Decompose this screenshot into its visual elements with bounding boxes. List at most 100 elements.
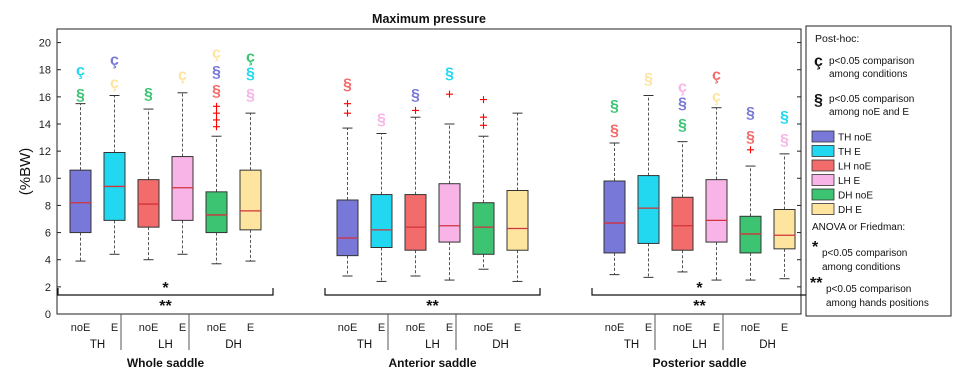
x-group-label: TH bbox=[624, 339, 639, 351]
x-tick-label: noE bbox=[406, 322, 426, 334]
posthoc-mark: ç bbox=[178, 67, 187, 84]
box bbox=[137, 179, 160, 228]
posthoc-mark: § bbox=[246, 65, 255, 82]
box bbox=[671, 196, 694, 251]
significance-single: * bbox=[162, 280, 169, 297]
outlier-mark bbox=[344, 100, 351, 108]
x-tick-label: noE bbox=[139, 322, 159, 334]
x-group-label: TH bbox=[90, 339, 105, 351]
posthoc-mark: ç bbox=[212, 45, 221, 62]
x-tick-label: E bbox=[713, 322, 720, 334]
outlier-mark bbox=[446, 90, 453, 98]
legend-dstar-text-1: p<0.05 comparison bbox=[826, 284, 911, 295]
posthoc-mark: ç bbox=[76, 63, 85, 80]
y-tick-label: 8 bbox=[45, 200, 51, 212]
legend-swatch bbox=[811, 145, 835, 157]
x-tick-label: noE bbox=[673, 322, 693, 334]
x-tick-label: E bbox=[247, 322, 254, 334]
x-group-label: LH bbox=[692, 339, 707, 351]
outlier-mark bbox=[213, 102, 220, 110]
x-group-label: DH bbox=[225, 339, 242, 351]
y-tick-label: 2 bbox=[45, 282, 51, 294]
x-group-label: DH bbox=[759, 339, 776, 351]
posthoc-mark: § bbox=[445, 65, 454, 82]
y-tick-label: 10 bbox=[39, 173, 51, 185]
posthoc-mark: § bbox=[377, 112, 386, 129]
y-tick-label: 4 bbox=[45, 255, 51, 267]
legend-star-text-2: among conditions bbox=[822, 262, 900, 273]
y-tick-label: 16 bbox=[39, 92, 51, 104]
posthoc-mark: ç bbox=[246, 49, 255, 66]
x-tick-label: E bbox=[645, 322, 652, 334]
box bbox=[370, 194, 393, 248]
x-tick-label: noE bbox=[474, 322, 494, 334]
box bbox=[637, 175, 660, 244]
x-group-label: TH bbox=[357, 339, 372, 351]
legend-series-list: TH noE TH E LH noE LH E DH noE DH E bbox=[811, 130, 873, 216]
posthoc-mark: § bbox=[746, 105, 755, 122]
y-axis-label: (%BW) bbox=[17, 148, 34, 196]
significance-bracket bbox=[324, 288, 541, 296]
x-tick-label: E bbox=[378, 322, 385, 334]
y-tick-label: 0 bbox=[45, 309, 51, 321]
significance-bracket bbox=[57, 288, 274, 296]
posthoc-mark: § bbox=[411, 87, 420, 104]
plot-area: Maximum pressure (%BW) 0 2 4 6 8 10 12 14 16 18 20 no… bbox=[17, 12, 808, 370]
posthoc-mark: § bbox=[343, 76, 352, 93]
chart-title: Maximum pressure bbox=[372, 12, 486, 26]
box bbox=[705, 179, 728, 243]
posthoc-mark: § bbox=[212, 64, 221, 81]
legend-star-text-1: p<0.05 comparison bbox=[822, 248, 907, 259]
y-tick-label: 6 bbox=[45, 228, 51, 240]
box bbox=[171, 156, 194, 221]
box bbox=[603, 180, 626, 254]
y-tick-label: 12 bbox=[39, 146, 51, 158]
significance-single: * bbox=[696, 280, 703, 297]
y-tick-label: 14 bbox=[39, 119, 51, 131]
x-tick-label: noE bbox=[741, 322, 761, 334]
posthoc-mark: § bbox=[678, 95, 687, 112]
legend-swatch bbox=[811, 159, 835, 172]
outlier-mark bbox=[213, 109, 220, 117]
significance-double: ** bbox=[159, 298, 172, 315]
outlier-mark bbox=[412, 106, 419, 114]
x-group-label: LH bbox=[425, 339, 440, 351]
posthoc-mark: ç bbox=[712, 89, 721, 106]
box bbox=[739, 215, 762, 254]
legend-section-text-2: among noE and E bbox=[829, 107, 909, 118]
posthoc-mark: § bbox=[610, 98, 619, 115]
box bbox=[404, 194, 427, 251]
box bbox=[69, 169, 92, 234]
legend-dstar-text-2: among hands positions bbox=[826, 298, 929, 309]
x-tick-label: E bbox=[179, 322, 186, 334]
legend-posthoc-heading: Post-hoc: bbox=[815, 33, 859, 45]
legend-dstar-symbol: ** bbox=[810, 275, 823, 292]
outlier-mark bbox=[480, 113, 487, 121]
legend-panel: Post-hoc: ç p<0.05 comparison among cond… bbox=[805, 25, 952, 317]
legend-cedilla-text-1: p<0.05 comparison bbox=[829, 56, 914, 67]
outlier-mark bbox=[747, 146, 754, 154]
legend-series-label: TH E bbox=[838, 147, 861, 158]
box bbox=[506, 190, 529, 251]
legend-series-label: LH noE bbox=[838, 162, 872, 173]
legend-anova-heading: ANOVA or Friedman: bbox=[812, 222, 905, 233]
legend-swatch bbox=[811, 203, 835, 215]
x-tick-label: E bbox=[781, 322, 788, 334]
significance-double: ** bbox=[693, 298, 706, 315]
legend-series-label: LH E bbox=[838, 176, 861, 187]
outlier-mark bbox=[213, 123, 220, 131]
outlier-mark bbox=[213, 116, 220, 124]
x-tick-label: noE bbox=[207, 322, 227, 334]
box bbox=[239, 169, 262, 231]
legend-cedilla-text-2: among conditions bbox=[829, 69, 907, 80]
x-region-label: Posterior saddle bbox=[652, 356, 746, 367]
posthoc-mark: § bbox=[610, 122, 619, 139]
box bbox=[472, 202, 495, 255]
box bbox=[205, 191, 228, 234]
box bbox=[336, 199, 359, 257]
x-tick-label: E bbox=[514, 322, 521, 334]
posthoc-mark: ç bbox=[678, 79, 687, 96]
y-tick-label: 18 bbox=[39, 65, 51, 77]
posthoc-mark: ç bbox=[712, 67, 721, 84]
